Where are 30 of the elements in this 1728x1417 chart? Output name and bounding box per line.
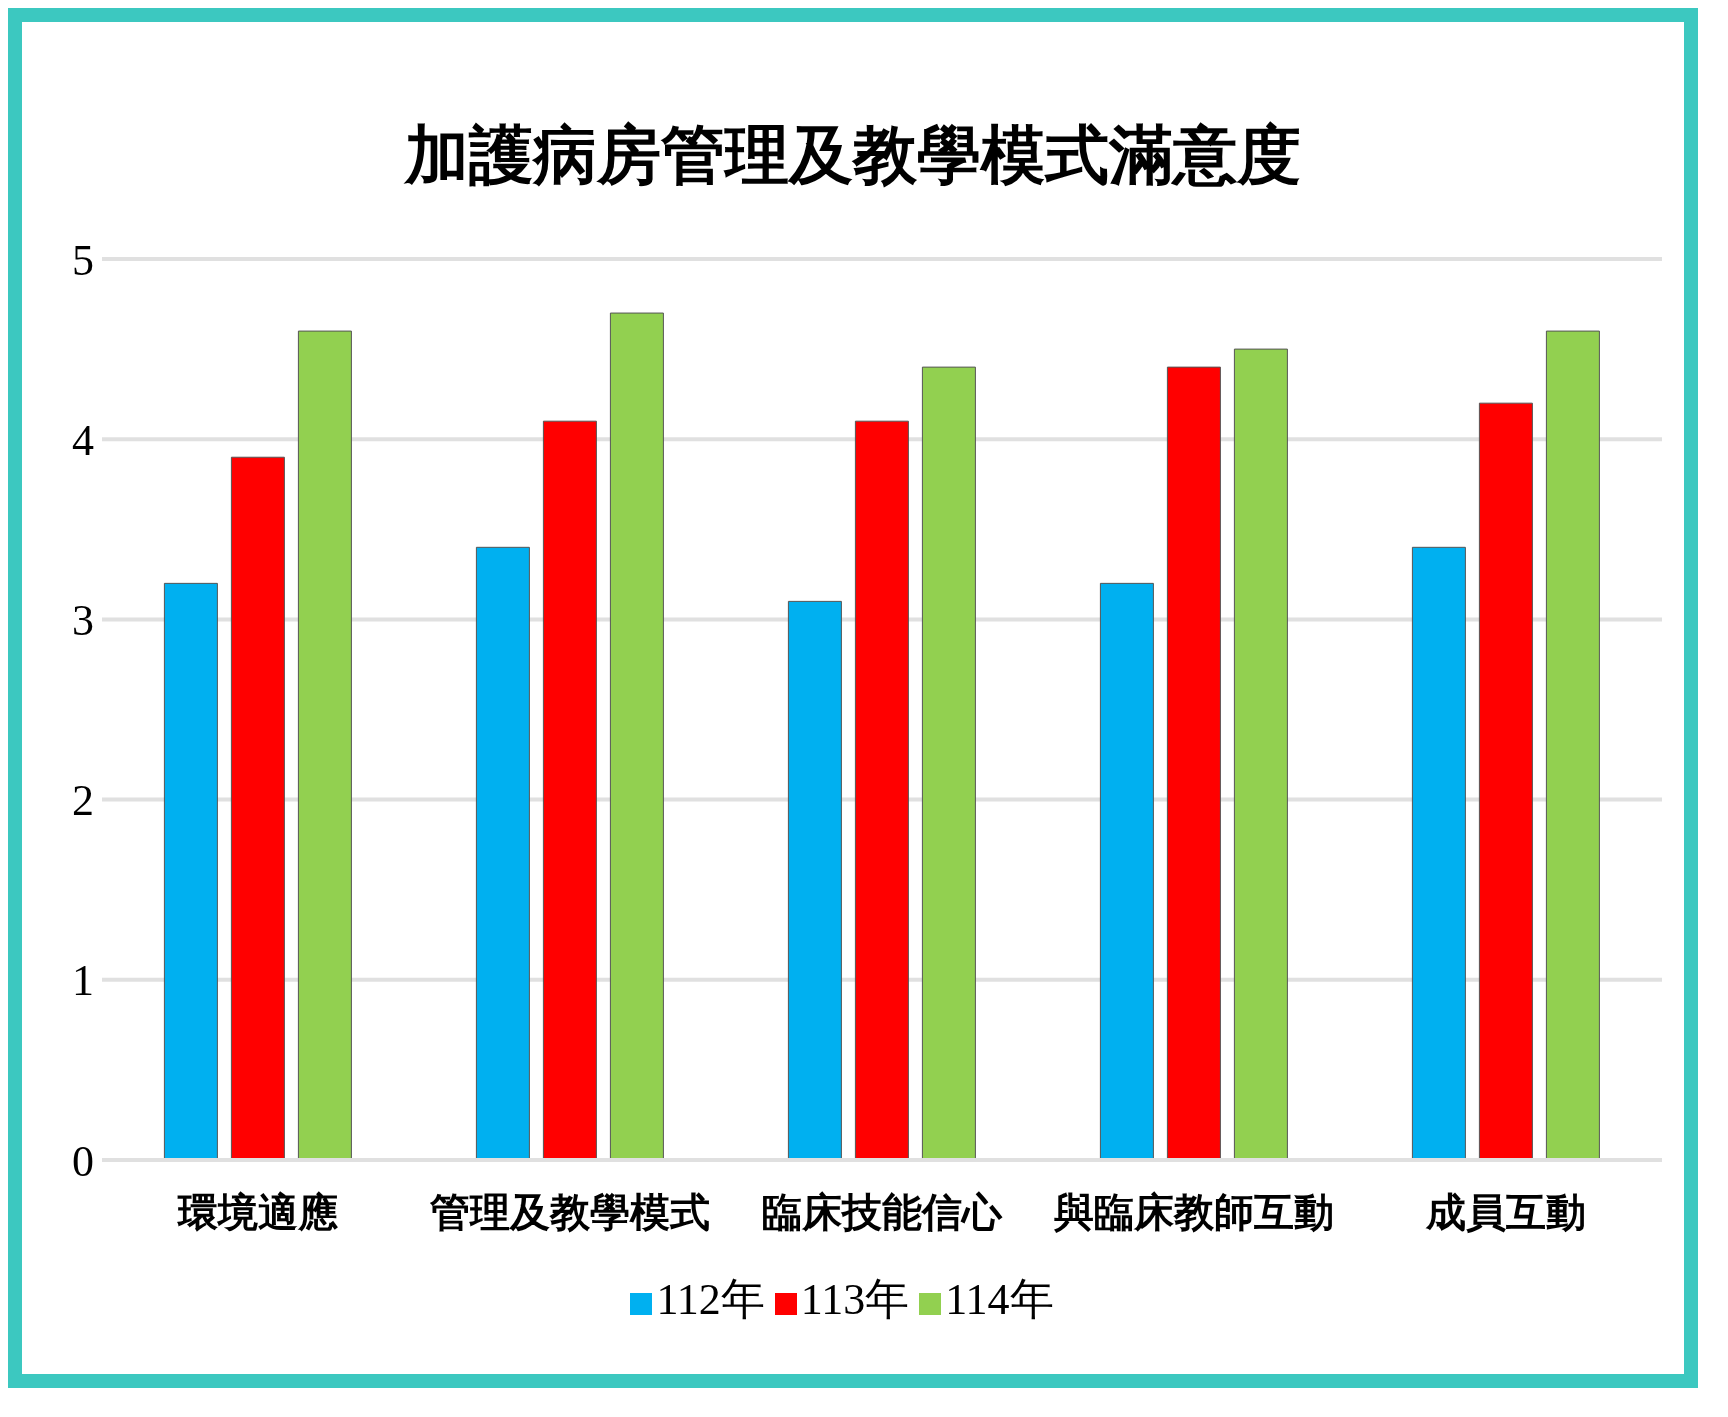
bar [297, 330, 352, 1160]
y-tick-label: 2 [72, 776, 94, 826]
x-tick-label: 環境適應 [176, 1190, 338, 1236]
bar [163, 582, 218, 1160]
y-tick-label: 5 [72, 235, 94, 285]
bar [475, 546, 530, 1160]
bar [1233, 348, 1288, 1160]
y-tick-label: 3 [72, 596, 94, 646]
bar [1099, 582, 1154, 1160]
bar [854, 420, 909, 1160]
bar [230, 456, 285, 1160]
bar [542, 420, 597, 1160]
legend-label: 112年 [656, 1275, 765, 1324]
y-tick-label: 4 [72, 415, 94, 465]
bar [1545, 330, 1600, 1160]
bar [1411, 546, 1466, 1160]
x-tick-label: 與臨床教師互動 [1053, 1190, 1334, 1236]
legend-label: 114年 [945, 1275, 1054, 1324]
y-tick-label: 0 [72, 1136, 94, 1186]
bar [921, 366, 976, 1160]
bar [1478, 402, 1533, 1160]
y-tick-label: 1 [72, 956, 94, 1006]
legend-label: 113年 [800, 1275, 910, 1324]
chart-title: 加護病房管理及教學模式滿意度 [403, 119, 1302, 193]
bar [609, 312, 664, 1160]
x-tick-label: 管理及教學模式 [429, 1190, 710, 1236]
x-tick-label: 成員互動 [1425, 1190, 1586, 1236]
bar [787, 600, 842, 1160]
x-tick-label: 臨床技能信心 [762, 1190, 1003, 1236]
bar [1166, 366, 1221, 1160]
